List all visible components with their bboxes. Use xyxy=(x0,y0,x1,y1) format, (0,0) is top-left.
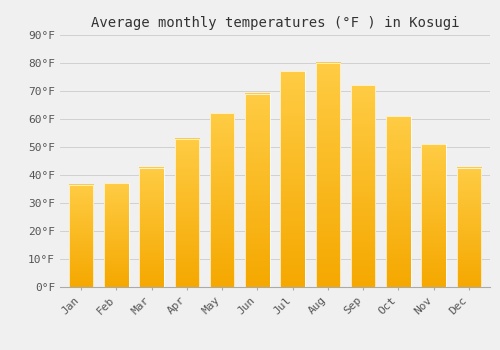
Bar xyxy=(351,85,376,287)
Bar xyxy=(280,71,305,287)
Bar xyxy=(210,113,234,287)
Bar xyxy=(386,116,410,287)
Title: Average monthly temperatures (°F ) in Kosugi: Average monthly temperatures (°F ) in Ko… xyxy=(91,16,459,30)
Bar xyxy=(104,183,128,287)
Bar xyxy=(140,168,164,287)
Bar xyxy=(69,185,94,287)
Bar xyxy=(316,63,340,287)
Bar xyxy=(245,94,270,287)
Bar xyxy=(422,144,446,287)
Bar xyxy=(456,168,481,287)
Bar xyxy=(174,139,199,287)
